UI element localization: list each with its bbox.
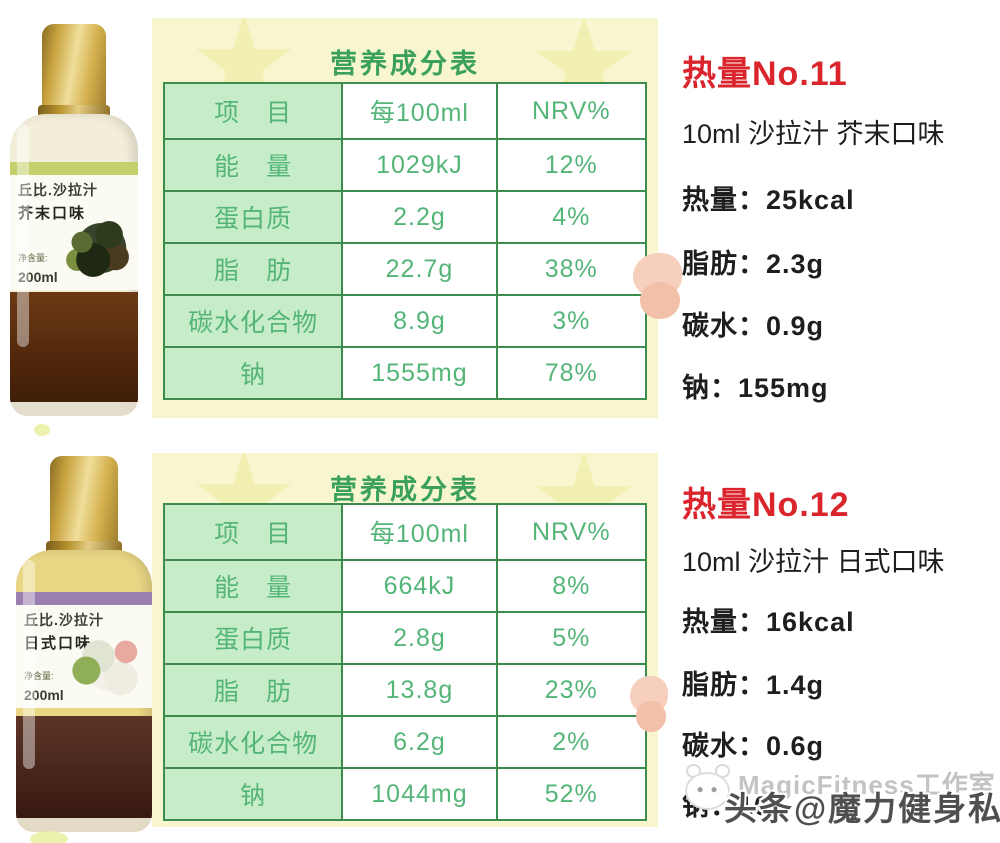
salad-photo [64, 630, 150, 708]
row-label: 钠 [162, 767, 344, 821]
bottle-cap [46, 456, 122, 554]
bottle-flavor: 芥末口味 [18, 205, 87, 222]
dressing-liquid [10, 292, 138, 402]
salad-photo [58, 214, 138, 288]
row-nrv: 52% [495, 767, 648, 821]
glass-highlight [23, 560, 35, 769]
dressing-liquid [16, 716, 152, 818]
net-content-value: 200ml [24, 687, 64, 703]
watermark-studio-text: MagicFitness工作室 [738, 770, 996, 800]
row-nrv: 3% [495, 294, 648, 348]
bottle-body: 丘比.沙拉汁 芥末口味 净含量: 200ml [10, 114, 138, 416]
fact-carbs: 碳水：0.6g [682, 731, 825, 761]
row-label: 能 量 [162, 138, 344, 192]
table-header-nrv: NRV% [495, 82, 648, 140]
row-value: 22.7g [341, 242, 498, 296]
row-label: 蛋白质 [162, 611, 344, 665]
bottle-japanese-image: 丘比.沙拉汁 日式口味 净含量: 200ml [14, 450, 154, 842]
deco-dot [34, 424, 50, 436]
row-value: 6.2g [341, 715, 498, 769]
fact-fat: 脂肪：2.3g [682, 249, 825, 279]
row-value: 2.8g [341, 611, 498, 665]
watermark-account-text: 头条@魔力健身私教 [724, 790, 1000, 827]
serving-description: 10ml 沙拉汁 日式口味 [682, 547, 945, 577]
row-nrv: 23% [495, 663, 648, 717]
bottle-label: 丘比.沙拉汁 日式口味 净含量: 200ml [16, 592, 152, 708]
row-value: 664kJ [341, 559, 498, 613]
bottle-brand: 丘比.沙拉汁 [18, 182, 98, 198]
bottle-cap [38, 24, 110, 118]
nutrition-table: 项 目 每100ml NRV% 能 量 1029kJ 12% 蛋白质 2.2g … [162, 82, 648, 400]
row-value: 2.2g [341, 190, 498, 244]
table-header-item: 项 目 [162, 503, 344, 561]
row-nrv: 4% [495, 190, 648, 244]
table-header-item: 项 目 [162, 82, 344, 140]
row-nrv: 5% [495, 611, 648, 665]
net-content-value: 200ml [18, 269, 58, 285]
fact-carbs: 碳水：0.9g [682, 311, 825, 341]
panda-face [685, 772, 730, 810]
fact-fat: 脂肪：1.4g [682, 670, 825, 700]
fact-energy: 热量：25kcal [682, 185, 855, 215]
net-content-label: 净含量: [24, 671, 54, 681]
bottle-brand: 丘比.沙拉汁 [24, 612, 104, 628]
label-band [10, 162, 138, 175]
bottle-foot [10, 402, 138, 416]
row-value: 13.8g [341, 663, 498, 717]
fact-energy: 热量：16kcal [682, 607, 855, 637]
bottle-body: 丘比.沙拉汁 日式口味 净含量: 200ml [16, 550, 152, 832]
calorie-rank-title: 热量No.11 [682, 55, 848, 93]
bottle-mustard-image: 丘比.沙拉汁 芥末口味 净含量: 200ml [8, 20, 140, 418]
net-content-label: 净含量: [18, 253, 48, 263]
row-label: 能 量 [162, 559, 344, 613]
bottle-foot [16, 818, 152, 832]
nutrition-card-1: 营养成分表 项 目 每100ml NRV% 能 量 1029kJ 12% 蛋白质… [152, 18, 658, 418]
row-value: 8.9g [341, 294, 498, 348]
deco-dot [30, 831, 68, 843]
bottle-label: 丘比.沙拉汁 芥末口味 净含量: 200ml [10, 162, 138, 290]
paw-sticker [630, 676, 670, 732]
row-nrv: 2% [495, 715, 648, 769]
row-label: 碳水化合物 [162, 294, 344, 348]
table-title: 营养成分表 [330, 475, 480, 505]
fact-sodium: 钠：155mg [682, 373, 829, 403]
row-label: 脂 肪 [162, 242, 344, 296]
row-label: 蛋白质 [162, 190, 344, 244]
row-value: 1029kJ [341, 138, 498, 192]
table-header-per100ml: 每100ml [341, 82, 498, 140]
table-header-per100ml: 每100ml [341, 503, 498, 561]
row-nrv: 12% [495, 138, 648, 192]
glass-highlight [17, 124, 29, 348]
row-label: 脂 肪 [162, 663, 344, 717]
row-value: 1555mg [341, 346, 498, 400]
table-title: 营养成分表 [330, 49, 480, 79]
nutrition-table: 项 目 每100ml NRV% 能 量 664kJ 8% 蛋白质 2.8g 5%… [162, 503, 648, 821]
label-band [16, 592, 152, 605]
row-nrv: 38% [495, 242, 648, 296]
table-header-nrv: NRV% [495, 503, 648, 561]
serving-description: 10ml 沙拉汁 芥末口味 [682, 119, 945, 149]
row-nrv: 8% [495, 559, 648, 613]
calorie-rank-title: 热量No.12 [682, 486, 850, 524]
row-value: 1044mg [341, 767, 498, 821]
paw-sticker [633, 253, 685, 319]
nutrition-card-2: 营养成分表 项 目 每100ml NRV% 能 量 664kJ 8% 蛋白质 2… [152, 453, 658, 827]
row-label: 碳水化合物 [162, 715, 344, 769]
row-nrv: 78% [495, 346, 648, 400]
panda-icon [684, 764, 732, 810]
row-label: 钠 [162, 346, 344, 400]
